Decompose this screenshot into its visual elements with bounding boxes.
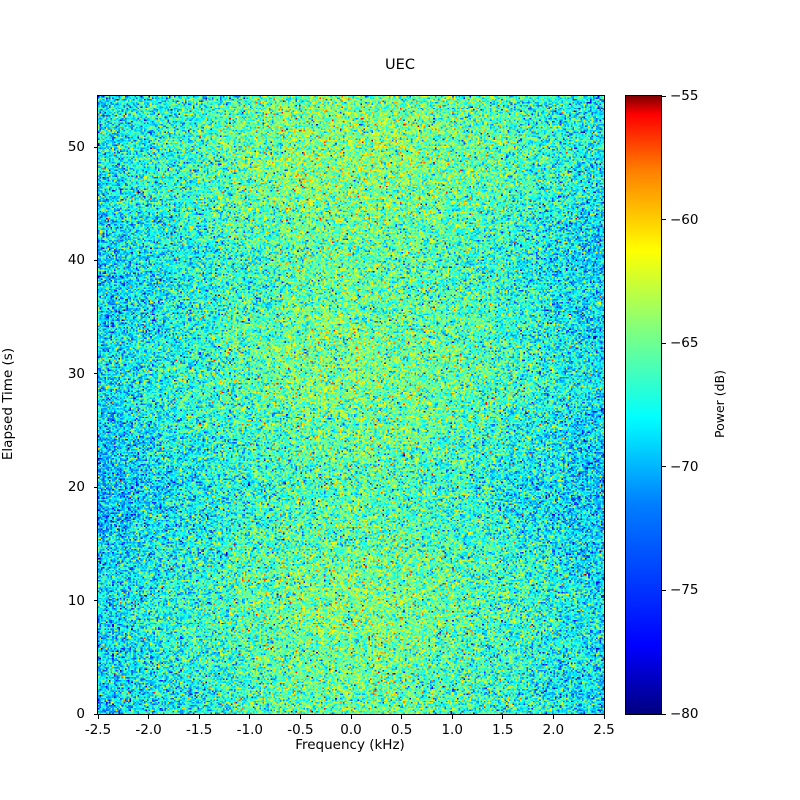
y-tick-mark [94, 486, 98, 488]
x-tick-label: 0.0 [340, 722, 362, 738]
spectrogram-plot-area [97, 95, 605, 715]
x-tick-mark [299, 715, 301, 719]
x-tick-mark [401, 715, 403, 719]
y-tick-label: 0 [76, 706, 85, 722]
x-axis-label: Frequency (kHz) [295, 737, 405, 753]
x-tick-label: 2.0 [542, 722, 565, 738]
x-tick-label: -1.5 [186, 722, 213, 738]
colorbar-tick-label: −65 [670, 335, 699, 352]
x-tick-label: 1.5 [492, 722, 514, 738]
y-tick-mark [94, 600, 98, 602]
colorbar-tick-label: −80 [670, 706, 699, 722]
x-tick-mark [502, 715, 504, 719]
y-tick-label: 10 [67, 592, 85, 609]
y-tick-mark [94, 146, 98, 148]
spectrogram-waterfall [98, 96, 604, 714]
title-line-station: UEC [385, 57, 415, 73]
x-tick-label: -0.5 [287, 722, 314, 738]
x-tick-label: 2.5 [593, 722, 615, 738]
colorbar-tick-mark [662, 342, 666, 344]
x-tick-label: -2.0 [135, 722, 162, 738]
colorbar-tick-label: −55 [670, 88, 699, 104]
x-tick-mark [451, 715, 453, 719]
y-tick-mark [94, 713, 98, 715]
y-tick-mark [94, 259, 98, 261]
x-tick-label: -1.0 [236, 722, 263, 738]
x-tick-mark [97, 715, 99, 719]
x-tick-label: -2.5 [84, 722, 112, 738]
power-colorbar [625, 95, 662, 715]
y-tick-label: 50 [67, 139, 85, 156]
colorbar-label: Power (dB) [712, 369, 727, 439]
x-tick-mark [603, 715, 605, 719]
x-tick-mark [552, 715, 554, 719]
colorbar-tick-mark [662, 219, 666, 221]
colorbar-tick-mark [662, 95, 666, 97]
y-tick-label: 20 [67, 479, 85, 496]
y-tick-label: 30 [67, 365, 85, 382]
colorbar-tick-label: −70 [670, 458, 699, 475]
x-tick-mark [148, 715, 150, 719]
x-tick-mark [350, 715, 352, 719]
x-tick-label: 0.5 [390, 722, 413, 738]
colorbar-tick-label: −75 [670, 582, 699, 599]
y-axis-label: Elapsed Time (s) [0, 347, 16, 461]
colorbar-tick-mark [662, 589, 666, 591]
y-tick-mark [94, 373, 98, 375]
x-tick-label: 1.0 [441, 722, 463, 738]
colorbar-tick-mark [662, 713, 666, 715]
x-tick-mark [198, 715, 200, 719]
colorbar-tick-label: −60 [670, 211, 699, 228]
x-tick-mark [249, 715, 251, 719]
y-tick-label: 40 [67, 252, 85, 269]
colorbar-tick-mark [662, 466, 666, 468]
